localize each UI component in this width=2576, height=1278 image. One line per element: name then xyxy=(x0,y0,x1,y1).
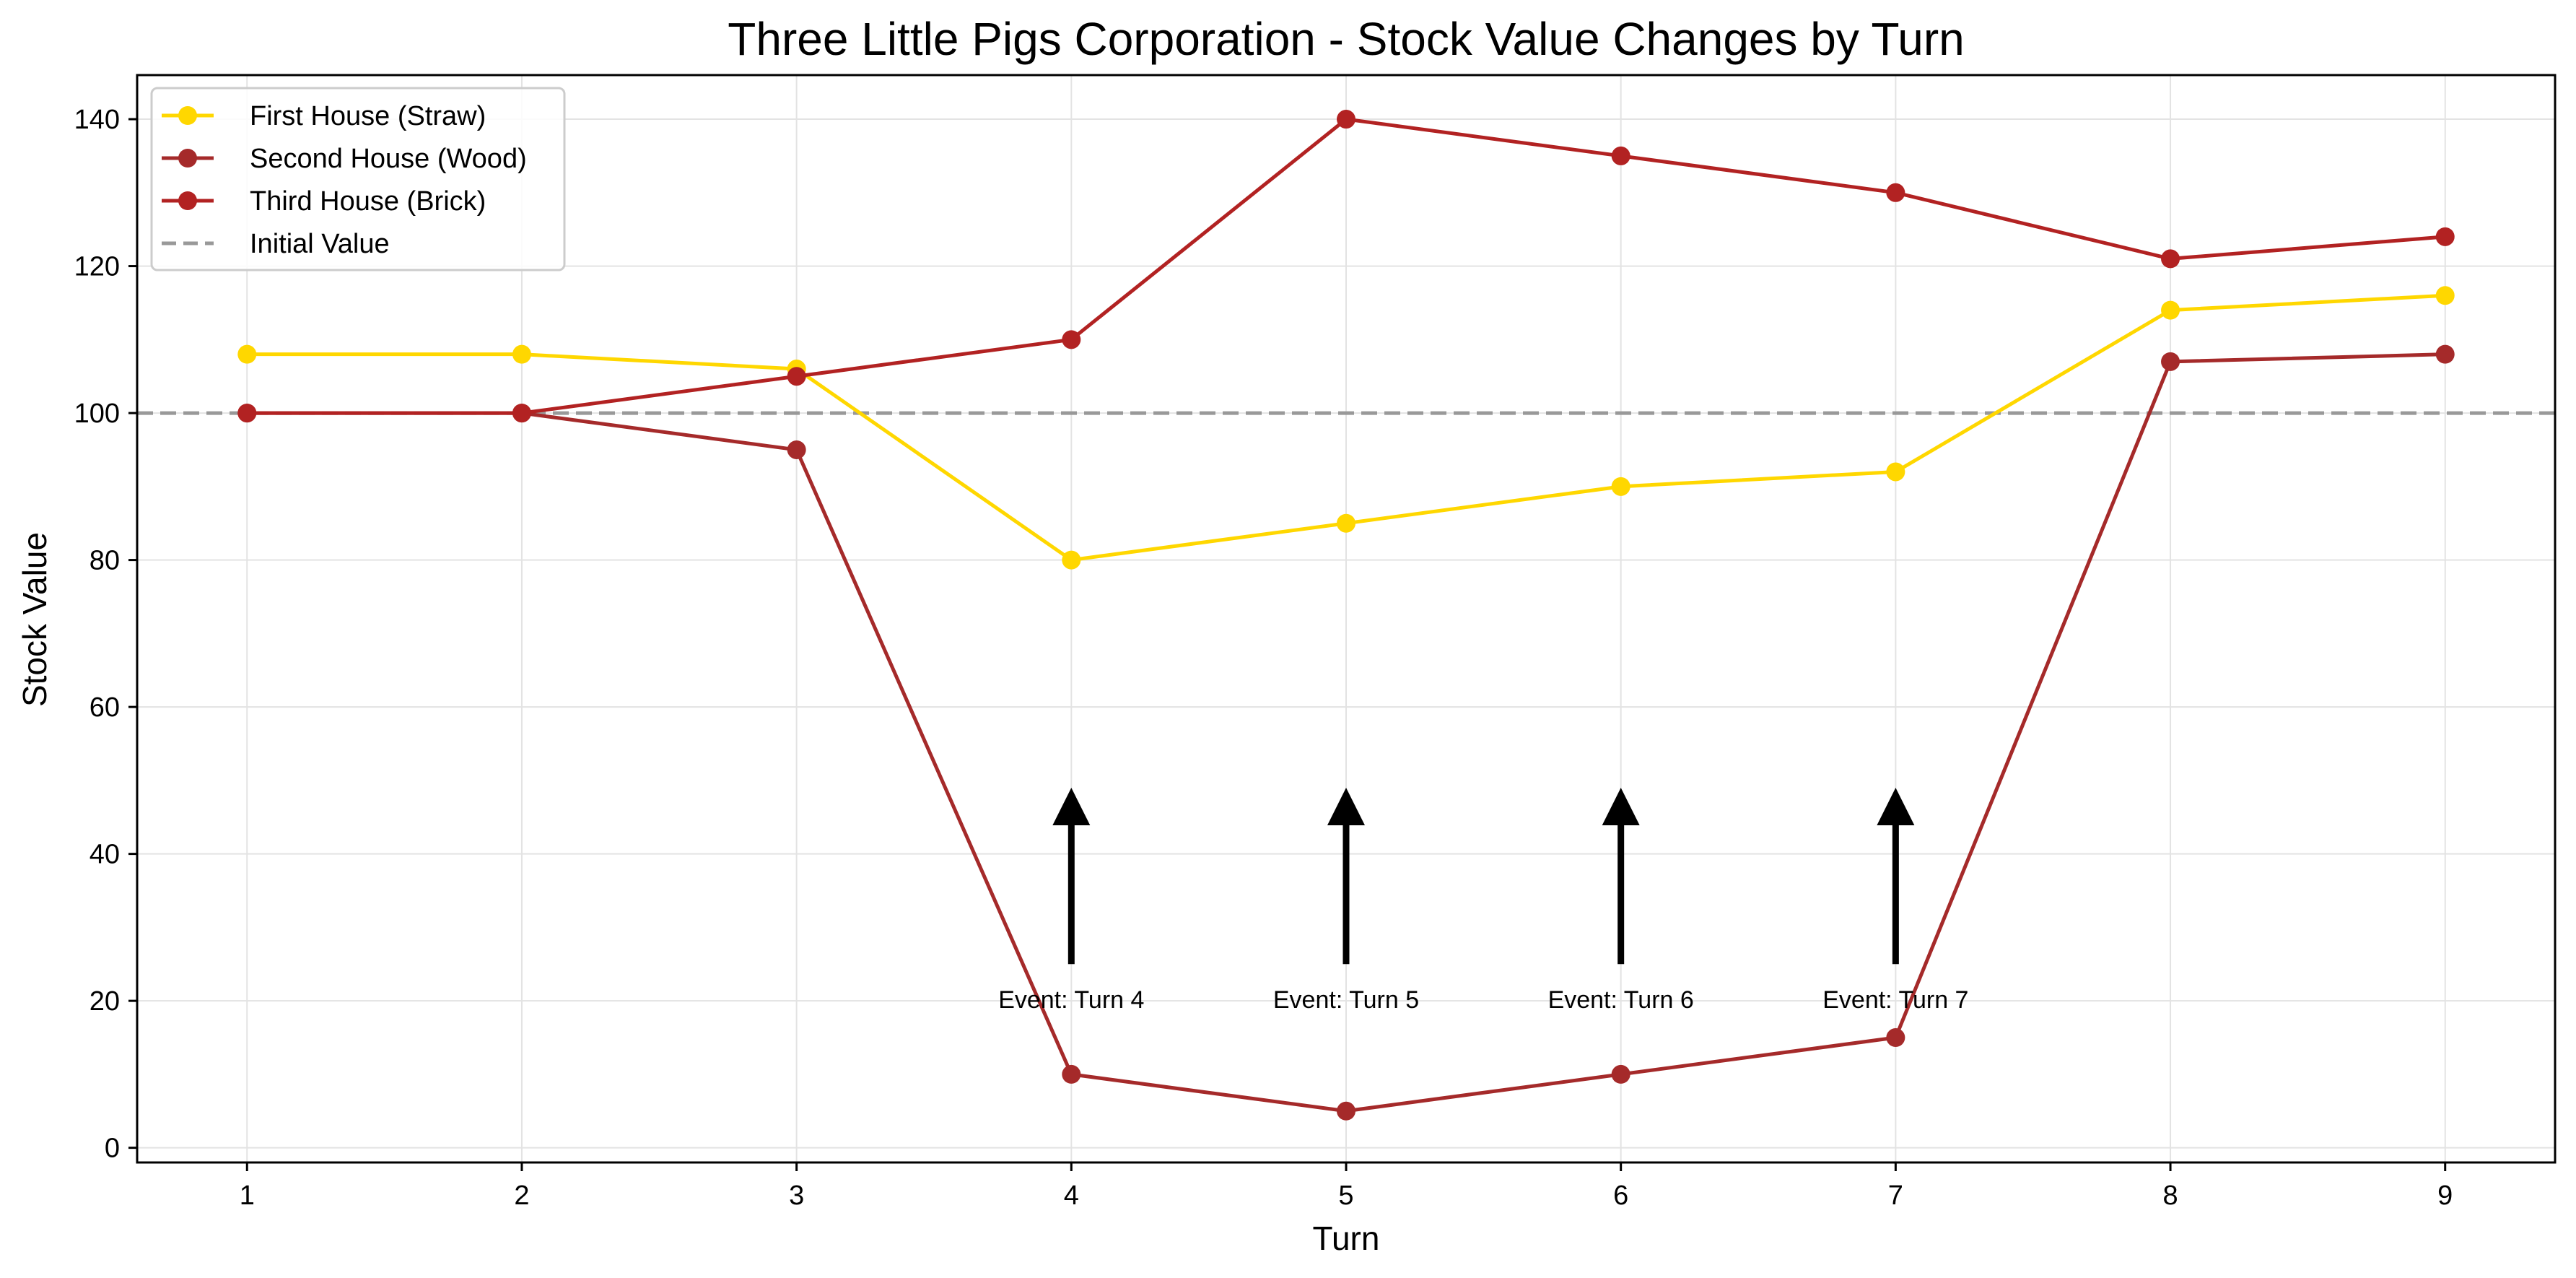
legend-label: Third House (Brick) xyxy=(250,186,486,217)
annotation-layer: Event: Turn 4 Event: Turn 5 Event: Turn 6 E… xyxy=(998,788,1968,1014)
y-tick-label: 140 xyxy=(74,105,120,135)
y-tick-label: 0 xyxy=(105,1134,120,1164)
data-point xyxy=(1886,462,1905,482)
series-3 xyxy=(237,110,2455,423)
data-point xyxy=(2435,344,2455,364)
x-tick-label: 2 xyxy=(514,1181,529,1211)
data-point xyxy=(512,404,531,423)
data-point xyxy=(1337,513,1355,533)
legend: First House (Straw) Second House (Wood) Th… xyxy=(150,87,566,271)
data-point xyxy=(1337,110,1355,129)
x-axis-label: Turn xyxy=(1313,1220,1380,1257)
annotation-event: Event: Turn 6 xyxy=(1548,788,1694,1014)
legend-marker xyxy=(178,149,197,168)
legend-label: Initial Value xyxy=(250,229,390,259)
data-point xyxy=(1062,330,1081,349)
annotation-arrow-head xyxy=(1877,788,1915,826)
data-point xyxy=(1611,477,1630,496)
legend-entry: First House (Straw) xyxy=(162,101,486,131)
y-tick-label: 60 xyxy=(89,692,120,723)
legend-entry: Second House (Wood) xyxy=(162,144,527,174)
x-tick-label: 9 xyxy=(2437,1181,2453,1211)
legend-entry: Initial Value xyxy=(162,229,390,259)
legend-entry: Third House (Brick) xyxy=(162,186,486,217)
data-point xyxy=(1337,1101,1355,1121)
annotation-label: Event: Turn 5 xyxy=(1273,986,1419,1014)
y-tick-label: 120 xyxy=(74,252,120,282)
x-tick-label: 4 xyxy=(1064,1181,1079,1211)
legend-marker xyxy=(178,191,197,210)
x-tick-label: 6 xyxy=(1613,1181,1628,1211)
x-tick-label: 1 xyxy=(240,1181,255,1211)
y-tick-label: 40 xyxy=(89,840,120,870)
data-point xyxy=(787,440,806,459)
data-point xyxy=(1611,1064,1630,1084)
data-point xyxy=(1886,183,1905,202)
data-point xyxy=(1062,550,1081,570)
data-point xyxy=(2161,352,2180,371)
data-point xyxy=(2435,227,2455,246)
x-tick-label: 7 xyxy=(1888,1181,1903,1211)
y-tick-label: 20 xyxy=(89,986,120,1017)
annotation-arrow-head xyxy=(1052,788,1091,826)
data-point xyxy=(237,404,257,423)
y-tick-label: 80 xyxy=(89,546,120,576)
y-tick-label: 100 xyxy=(74,399,120,429)
legend-label: First House (Straw) xyxy=(250,101,486,131)
y-axis-label: Stock Value xyxy=(16,532,53,707)
chart-title: Three Little Pigs Corporation - Stock Va… xyxy=(728,13,1964,65)
data-point xyxy=(787,367,806,386)
series-layer xyxy=(237,110,2455,1121)
annotation-arrow-head xyxy=(1327,788,1365,826)
annotation-arrow-head xyxy=(1602,788,1640,826)
data-point xyxy=(1611,146,1630,165)
x-tick-label: 8 xyxy=(2162,1181,2178,1211)
series-1 xyxy=(237,286,2455,570)
annotation-event: Event: Turn 7 xyxy=(1822,788,1968,1014)
annotation-label: Event: Turn 6 xyxy=(1548,986,1694,1014)
annotation-label: Event: Turn 7 xyxy=(1822,986,1968,1014)
legend-label: Second House (Wood) xyxy=(250,144,527,174)
data-point xyxy=(237,344,257,364)
data-point xyxy=(512,344,531,364)
annotation-event: Event: Turn 4 xyxy=(998,788,1144,1014)
legend-marker xyxy=(178,106,197,125)
data-point xyxy=(2435,286,2455,305)
data-point xyxy=(2161,300,2180,320)
data-point xyxy=(1886,1028,1905,1048)
data-point xyxy=(1062,1064,1081,1084)
data-point xyxy=(2161,249,2180,269)
x-tick-label: 3 xyxy=(789,1181,804,1211)
x-tick-label: 5 xyxy=(1338,1181,1353,1211)
annotation-label: Event: Turn 4 xyxy=(998,986,1144,1014)
annotation-event: Event: Turn 5 xyxy=(1273,788,1419,1014)
legend-box xyxy=(150,87,566,271)
axis-ticks: 1 2 3 4 5 6 7 8 9 0 20 40 60 80 100 120 140 xyxy=(74,105,2453,1211)
